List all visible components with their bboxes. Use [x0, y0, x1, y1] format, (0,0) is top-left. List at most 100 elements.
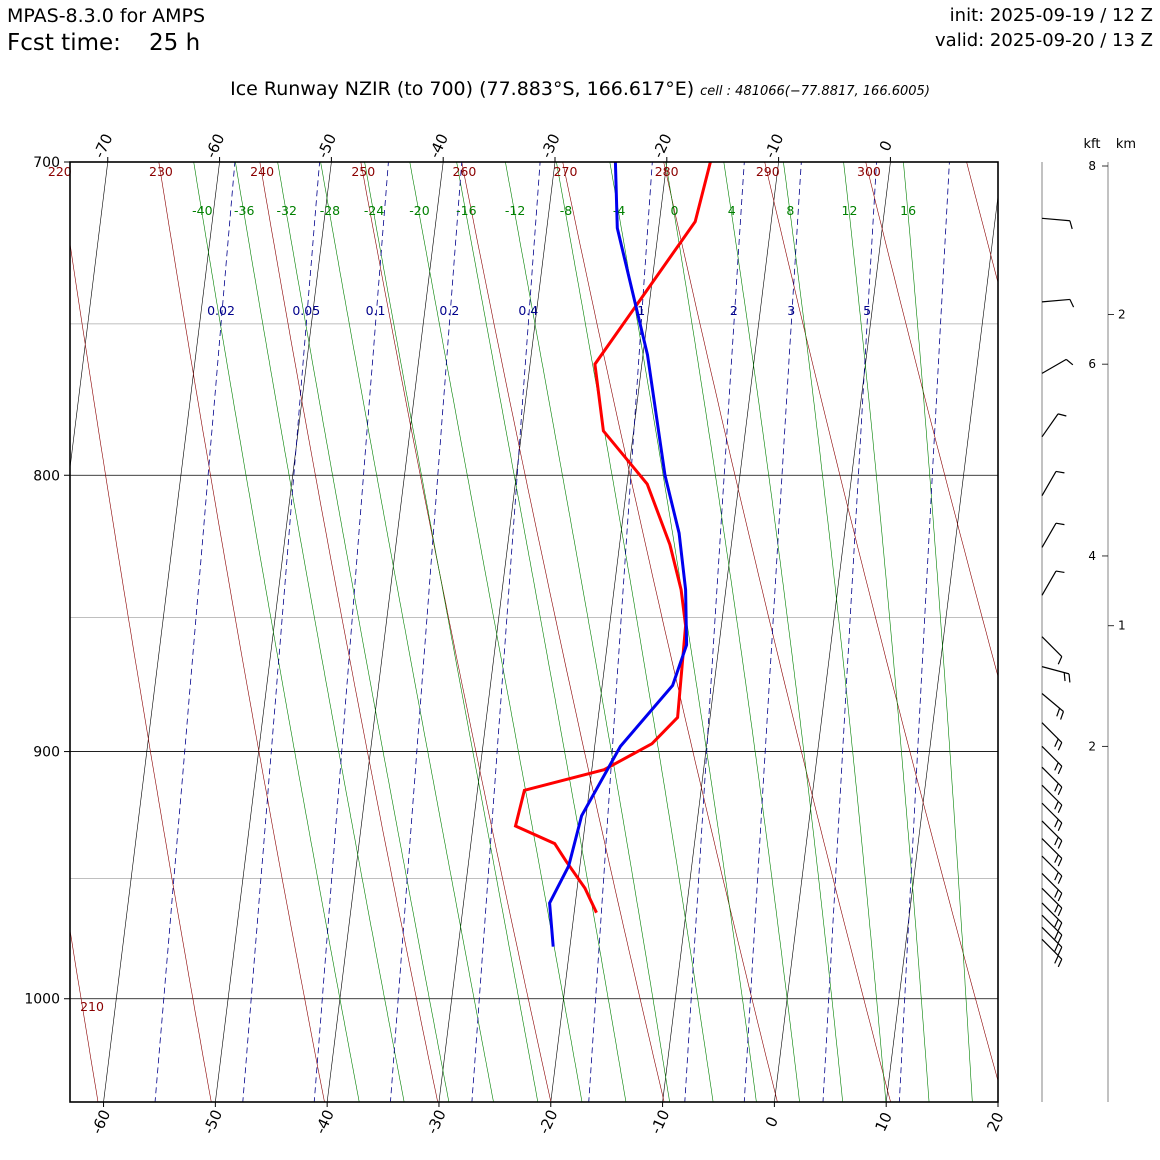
dry-adiabat-270 — [562, 162, 778, 1102]
isotherm-30 — [1108, 128, 1160, 1113]
isotherm--40 — [326, 162, 444, 1102]
wind-barb-12 — [1041, 766, 1063, 795]
dry-adiabat-220 — [70, 241, 212, 1102]
km-label-1: 1 — [1118, 619, 1126, 633]
forecast-time: Fcst time: 25 h — [7, 30, 200, 56]
isotherm-20 — [997, 1099, 998, 1102]
bottom-temp-label--20: -20 — [535, 1107, 562, 1137]
isotherm--50 — [215, 162, 332, 1102]
wind-barb-23 — [1041, 938, 1063, 968]
wind-barb-8 — [1041, 666, 1071, 683]
wind-barb-19 — [1041, 887, 1063, 917]
dry-adiabat-210 — [70, 928, 99, 1102]
dry-adiabat-label-260: 260 — [452, 164, 476, 179]
moist-adiabat--32 — [277, 162, 450, 1102]
mixing-ratio-1 — [588, 162, 653, 1102]
moist-adiabat--8 — [556, 162, 714, 1102]
moist-adiabat--24 — [364, 162, 539, 1102]
dry-adiabat-280 — [663, 162, 891, 1102]
dry-adiabat-label-250: 250 — [351, 164, 375, 179]
wind-barb-13 — [1041, 784, 1063, 814]
isotherm--60 — [103, 162, 220, 1102]
wind-barb-10 — [1041, 722, 1063, 751]
moist-adiabat-label--16: -16 — [456, 203, 476, 218]
dry-adiabat-300 — [865, 162, 998, 678]
kft-label-8: 8 — [1088, 159, 1096, 173]
wind-barb-0 — [1041, 217, 1073, 230]
top-temp-label--40: -40 — [425, 131, 452, 161]
dry-adiabat-240 — [259, 162, 439, 1102]
dry-adiabat-230 — [158, 162, 325, 1102]
wind-barb-6 — [1041, 570, 1065, 596]
dry-adiabat-label-280: 280 — [655, 164, 679, 179]
mixing-ratio-8 — [898, 162, 950, 1102]
wind-barb-22 — [1041, 926, 1063, 956]
moist-adiabat-12 — [843, 162, 930, 1102]
height-and-wind-panel: kft km 8 6 4 2 2 1 — [1041, 137, 1136, 1102]
moist-adiabat-16 — [903, 162, 973, 1102]
bottom-temp-label--10: -10 — [647, 1107, 674, 1137]
bottom-temp-label--40: -40 — [311, 1107, 338, 1137]
moist-adiabat-label--28: -28 — [320, 203, 340, 218]
wind-barb-5 — [1041, 522, 1065, 548]
moist-adiabat-label-12: 12 — [842, 203, 858, 218]
dry-adiabat-label-290: 290 — [756, 164, 780, 179]
kft-label-4: 4 — [1088, 549, 1096, 563]
temperature-line — [513, 162, 712, 914]
moist-adiabat--40 — [193, 162, 360, 1102]
kft-axis-label: kft — [1084, 137, 1101, 152]
dewpoint-line — [548, 162, 689, 947]
wind-barb-21 — [1041, 914, 1063, 943]
moist-adiabat-label--8: -8 — [560, 203, 573, 218]
wind-barb-9 — [1041, 693, 1065, 720]
dry-adiabat-label-300: 300 — [857, 164, 881, 179]
moist-adiabat--12 — [505, 162, 670, 1102]
moist-adiabat-label--36: -36 — [234, 203, 254, 218]
mixing-ratio-label-0.4: 0.4 — [518, 303, 538, 318]
top-temp-label-0: 0 — [876, 138, 896, 154]
mixing-ratio-0.05 — [242, 162, 320, 1102]
moist-adiabat--28 — [320, 162, 494, 1102]
moist-adiabat-label--40: -40 — [192, 203, 212, 218]
bottom-temp-label--30: -30 — [423, 1107, 450, 1137]
profile-lines — [513, 162, 712, 947]
pressure-label-700: 700 — [33, 155, 60, 171]
dry-adiabat-label-240: 240 — [250, 164, 274, 179]
moist-adiabat-label--4: -4 — [613, 203, 626, 218]
kft-label-2: 2 — [1088, 739, 1096, 753]
background-lines — [70, 128, 1160, 1113]
moist-adiabat-0 — [665, 162, 800, 1102]
pressure-label-800: 800 — [33, 468, 60, 484]
forecast-time-value: 25 h — [149, 30, 201, 56]
moist-adiabat--4 — [609, 162, 757, 1102]
km-label-2: 2 — [1118, 307, 1126, 321]
forecast-time-label: Fcst time: — [7, 30, 121, 56]
isotherm--30 — [438, 162, 556, 1102]
wind-barb-15 — [1041, 820, 1063, 849]
chart-title-main: Ice Runway NZIR (to 700) (77.883°S, 166.… — [230, 78, 695, 100]
mixing-ratio-label-3: 3 — [787, 303, 795, 318]
mixing-ratio-label-1: 1 — [637, 303, 645, 318]
moist-adiabat-label-8: 8 — [786, 203, 794, 218]
chart-title: Ice Runway NZIR (to 700) (77.883°S, 166.… — [0, 78, 1160, 100]
mixing-ratio-label-0.02: 0.02 — [207, 303, 235, 318]
top-temp-label--10: -10 — [761, 131, 788, 161]
wind-barb-17 — [1041, 855, 1063, 884]
dry-adiabat-260 — [461, 162, 665, 1102]
wind-barb-18 — [1041, 873, 1063, 902]
km-axis-label: km — [1116, 137, 1136, 152]
mixing-ratio-0.2 — [390, 162, 463, 1102]
mixing-ratio-0.02 — [154, 162, 236, 1102]
isotherm-10 — [885, 193, 998, 1102]
mixing-ratio-label-2: 2 — [730, 303, 738, 318]
top-temp-label--30: -30 — [537, 131, 564, 161]
wind-barb-7 — [1041, 636, 1063, 665]
top-temp-label--20: -20 — [649, 131, 676, 161]
isotherm-0 — [774, 162, 891, 1102]
isotherm--70 — [70, 162, 109, 471]
dry-adiabat-label-230: 230 — [149, 164, 173, 179]
mixing-ratio-0.4 — [471, 162, 541, 1102]
valid-time: valid: 2025-09-20 / 13 Z — [935, 30, 1153, 51]
